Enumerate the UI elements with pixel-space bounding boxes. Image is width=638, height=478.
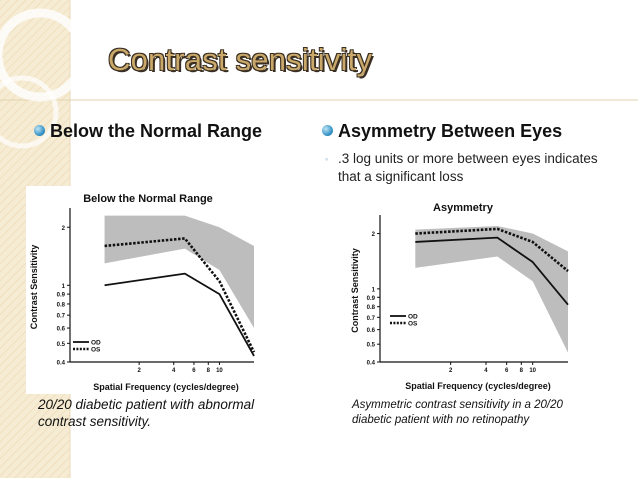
ring-decoration (0, 8, 87, 102)
y-axis-label: Contrast Sensitivity (29, 245, 39, 330)
left-bullet-text: Below the Normal Range (50, 121, 263, 141)
legend-label-os: OS (408, 321, 418, 328)
x-tick-label: 4 (172, 368, 176, 374)
series-line-os (104, 237, 256, 353)
x-tick-label: 10 (529, 368, 536, 374)
sub-bullet-icon: ◦ (325, 154, 329, 164)
x-tick-label: 2 (449, 368, 453, 374)
x-axis-label: Spatial Frequency (cycles/degree) (93, 382, 239, 392)
legend-label-od: OD (91, 340, 101, 347)
y-tick-label: 0.6 (57, 327, 66, 333)
x-tick-label: 10 (216, 368, 223, 374)
left-bullet: Below the Normal Range (34, 121, 262, 142)
x-axis-label: Spatial Frequency (cycles/degree) (405, 381, 551, 391)
ring-decoration (0, 75, 59, 149)
right-caption: Asymmetric contrast sensitivity in a 20/… (352, 399, 563, 426)
x-tick-label: 8 (520, 368, 524, 374)
bullet-dot-icon (322, 125, 333, 136)
y-tick-label: 0.8 (57, 302, 66, 308)
chart-below-normal: Below the Normal Range 2 1 0.9 0.8 0.7 0.6 0.5 0… (26, 186, 276, 394)
x-tick-label: 6 (192, 368, 196, 374)
y-tick-label: 0.4 (57, 361, 66, 367)
slide-title: Contrast sensitivity (108, 42, 373, 77)
y-tick-label: 0.7 (367, 316, 376, 322)
right-bullet: Asymmetry Between Eyes (322, 121, 562, 142)
y-axis-label: Contrast Sensitivity (350, 248, 360, 333)
chart-title: Asymmetry (433, 202, 494, 214)
normal-range-band (415, 225, 568, 353)
chart-title: Below the Normal Range (83, 193, 213, 205)
y-tick-label: 0.4 (367, 361, 376, 367)
legend-label-os: OS (91, 347, 101, 354)
y-tick-label: 2 (62, 226, 66, 232)
right-sub-bullet-text: .3 log units or more between eyes indica… (338, 151, 598, 184)
y-tick-label: 0.7 (57, 314, 66, 320)
right-sub-bullet: ◦ .3 log units or more between eyes indi… (325, 150, 598, 186)
y-tick-label: 0.9 (367, 296, 376, 302)
y-tick-label: 0.5 (367, 343, 376, 349)
right-bullet-text: Asymmetry Between Eyes (338, 121, 563, 141)
x-tick-label: 2 (137, 368, 141, 374)
series-line-od (104, 272, 255, 357)
series-line-os (415, 227, 569, 273)
y-tick-label: 2 (372, 232, 376, 238)
legend-label-od: OD (408, 314, 418, 321)
series-line-od (415, 236, 569, 306)
chart-asymmetry: Asymmetry 2 1 0.9 0.8 0.7 0.6 0.5 0.4 2 4 6 8 10 Spati… (346, 199, 592, 393)
y-tick-label: 0.9 (57, 293, 66, 299)
y-tick-label: 1 (62, 284, 66, 290)
y-tick-label: 0.6 (367, 328, 376, 334)
y-tick-label: 0.5 (57, 342, 66, 348)
y-tick-label: 0.8 (367, 305, 376, 311)
x-tick-label: 6 (505, 368, 509, 374)
y-tick-label: 1 (372, 287, 376, 293)
left-caption: 20/20 diabetic patient with abnormal con… (38, 397, 255, 429)
x-tick-label: 4 (484, 368, 488, 374)
bullet-dot-icon (34, 125, 45, 136)
x-tick-label: 8 (207, 368, 211, 374)
